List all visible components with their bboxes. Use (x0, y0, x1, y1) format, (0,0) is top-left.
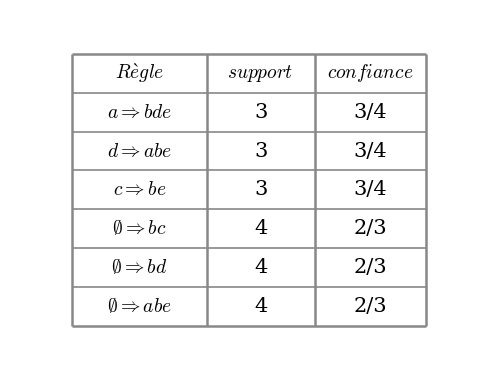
Text: $c \Rightarrow be$: $c \Rightarrow be$ (113, 180, 166, 199)
Text: $\mathit{support}$: $\mathit{support}$ (227, 63, 294, 84)
Text: $\emptyset \Rightarrow abe$: $\emptyset \Rightarrow abe$ (107, 297, 172, 316)
Text: 3/4: 3/4 (353, 103, 387, 121)
Text: 3: 3 (254, 141, 267, 161)
Text: 2/3: 2/3 (353, 297, 387, 316)
Text: 3: 3 (254, 103, 267, 121)
Text: 3/4: 3/4 (353, 180, 387, 199)
Text: $\mathit{confiance}$: $\mathit{confiance}$ (327, 62, 414, 84)
Text: 2/3: 2/3 (353, 258, 387, 277)
Text: $\mathit{R\grave{e}gle}$: $\mathit{R\grave{e}gle}$ (115, 62, 164, 85)
Text: 3: 3 (254, 180, 267, 199)
Text: 4: 4 (254, 258, 267, 277)
Text: $a \Rightarrow bde$: $a \Rightarrow bde$ (106, 103, 172, 121)
Text: 4: 4 (254, 297, 267, 316)
Text: $\emptyset \Rightarrow bd$: $\emptyset \Rightarrow bd$ (111, 258, 168, 277)
Text: $d \Rightarrow abe$: $d \Rightarrow abe$ (106, 141, 172, 161)
Text: 3/4: 3/4 (353, 141, 387, 161)
Text: 2/3: 2/3 (353, 219, 387, 238)
Text: 4: 4 (254, 219, 267, 238)
Text: $\emptyset \Rightarrow bc$: $\emptyset \Rightarrow bc$ (112, 219, 167, 238)
